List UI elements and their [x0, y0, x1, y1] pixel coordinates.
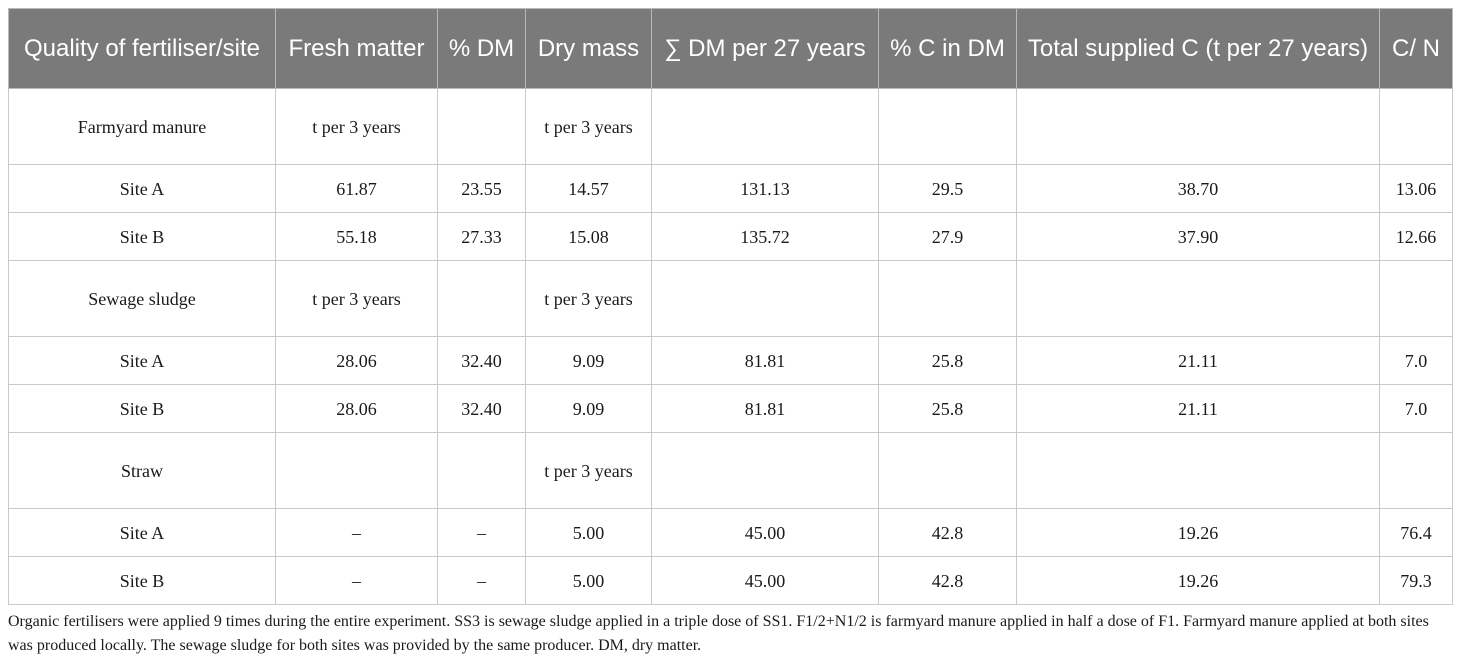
table-row: Site B – –5.00 45.00 42.8 19.26 79.3	[8, 556, 1453, 605]
cell-quality-site: Sewage sludge	[8, 260, 276, 337]
cell-total-c	[1016, 88, 1380, 165]
cell-cn-ratio: 7.0	[1379, 336, 1453, 385]
group-row: Straw t per 3 years	[8, 432, 1453, 509]
cell-quality-site: Site A	[8, 508, 276, 557]
cell-total-c: 19.26	[1016, 556, 1380, 605]
cell-total-c: 21.11	[1016, 336, 1380, 385]
cell-percent-c: 42.8	[878, 508, 1017, 557]
cell-cn-ratio: 79.3	[1379, 556, 1453, 605]
cell-fresh-matter: 28.06	[275, 336, 438, 385]
cell-fresh-matter: –	[275, 556, 438, 605]
table-row: Site A 28.06 32.40 9.09 81.81 25.8 21.11 7.0	[8, 336, 1453, 385]
cell-percent-c	[878, 260, 1017, 337]
cell-fresh-matter: 61.87	[275, 164, 438, 213]
table-row: Site B 28.06 32.40 9.09 81.81 25.8 21.11 7.0	[8, 384, 1453, 433]
cell-cn-ratio: 12.66	[1379, 212, 1453, 261]
cell-percent-dm: 23.55	[437, 164, 526, 213]
cell-dry-mass: t per 3 years	[525, 260, 652, 337]
cell-sum-dm: 81.81	[651, 336, 879, 385]
table-container: Quality of fertiliser/site Fresh matter …	[8, 8, 1453, 605]
cell-percent-dm: 27.33	[437, 212, 526, 261]
cell-fresh-matter: 55.18	[275, 212, 438, 261]
cell-fresh-matter: 28.06	[275, 384, 438, 433]
header-dry-mass: Dry mass	[525, 8, 652, 89]
cell-quality-site: Site B	[8, 212, 276, 261]
cell-dry-mass: t per 3 years	[525, 432, 652, 509]
cell-quality-site: Site A	[8, 336, 276, 385]
header-sum-dm: ∑ DM per 27 years	[651, 8, 879, 89]
table-row: Site A 61.87 23.55 14.57 131.13 29.5 38.70 13.0…	[8, 164, 1453, 213]
cell-sum-dm: 135.72	[651, 212, 879, 261]
cell-sum-dm	[651, 432, 879, 509]
cell-percent-c: 25.8	[878, 384, 1017, 433]
cell-dry-mass: 9.09	[525, 336, 652, 385]
table-body: Farmyard manure t per 3 years t per 3 year…	[8, 88, 1453, 605]
cell-percent-c: 25.8	[878, 336, 1017, 385]
cell-percent-dm	[437, 88, 526, 165]
cell-cn-ratio	[1379, 260, 1453, 337]
header-percent-dm: % DM	[437, 8, 526, 89]
table-row: Site B 55.18 27.33 15.08 135.72 27.9 37.90 12.6…	[8, 212, 1453, 261]
cell-total-c	[1016, 260, 1380, 337]
cell-fresh-matter	[275, 432, 438, 509]
header-fresh-matter: Fresh matter	[275, 8, 438, 89]
cell-fresh-matter: t per 3 years	[275, 88, 438, 165]
cell-cn-ratio	[1379, 88, 1453, 165]
cell-percent-c: 29.5	[878, 164, 1017, 213]
cell-total-c: 21.11	[1016, 384, 1380, 433]
cell-cn-ratio: 7.0	[1379, 384, 1453, 433]
header-quality-site: Quality of fertiliser/site	[8, 8, 276, 89]
cell-sum-dm	[651, 88, 879, 165]
cell-quality-site: Farmyard manure	[8, 88, 276, 165]
cell-sum-dm: 81.81	[651, 384, 879, 433]
cell-percent-c: 42.8	[878, 556, 1017, 605]
cell-total-c	[1016, 432, 1380, 509]
header-total-c: Total supplied C (t per 27 years)	[1016, 8, 1380, 89]
header-cn-ratio: C/ N	[1379, 8, 1453, 89]
cell-percent-c: 27.9	[878, 212, 1017, 261]
cell-fresh-matter: –	[275, 508, 438, 557]
group-row: Sewage sludge t per 3 years t per 3 years	[8, 260, 1453, 337]
cell-dry-mass: 14.57	[525, 164, 652, 213]
cell-cn-ratio: 13.06	[1379, 164, 1453, 213]
cell-fresh-matter: t per 3 years	[275, 260, 438, 337]
cell-percent-c	[878, 88, 1017, 165]
cell-sum-dm: 45.00	[651, 556, 879, 605]
cell-total-c: 38.70	[1016, 164, 1380, 213]
cell-total-c: 37.90	[1016, 212, 1380, 261]
cell-percent-dm: 32.40	[437, 384, 526, 433]
cell-cn-ratio	[1379, 432, 1453, 509]
group-row: Farmyard manure t per 3 years t per 3 year…	[8, 88, 1453, 165]
table-row: Site A – –5.00 45.00 42.8 19.26 76.4	[8, 508, 1453, 557]
cell-percent-dm	[437, 260, 526, 337]
cell-dry-mass: 5.00	[525, 556, 652, 605]
header-row: Quality of fertiliser/site Fresh matter …	[8, 8, 1453, 89]
cell-dry-mass: 9.09	[525, 384, 652, 433]
footnote: Organic fertilisers were applied 9 times…	[8, 613, 1429, 654]
cell-total-c: 19.26	[1016, 508, 1380, 557]
cell-sum-dm: 131.13	[651, 164, 879, 213]
cell-sum-dm	[651, 260, 879, 337]
header-percent-c: % C in DM	[878, 8, 1017, 89]
cell-percent-dm: 32.40	[437, 336, 526, 385]
cell-cn-ratio: 76.4	[1379, 508, 1453, 557]
cell-dry-mass: 15.08	[525, 212, 652, 261]
cell-quality-site: Site A	[8, 164, 276, 213]
fertiliser-table: Quality of fertiliser/site Fresh matter …	[8, 8, 1453, 605]
cell-dry-mass: 5.00	[525, 508, 652, 557]
cell-quality-site: Site B	[8, 384, 276, 433]
cell-percent-dm: –	[437, 508, 526, 557]
cell-quality-site: Straw	[8, 432, 276, 509]
cell-percent-c	[878, 432, 1017, 509]
cell-percent-dm	[437, 432, 526, 509]
cell-sum-dm: 45.00	[651, 508, 879, 557]
cell-dry-mass: t per 3 years	[525, 88, 652, 165]
cell-percent-dm: –	[437, 556, 526, 605]
cell-quality-site: Site B	[8, 556, 276, 605]
